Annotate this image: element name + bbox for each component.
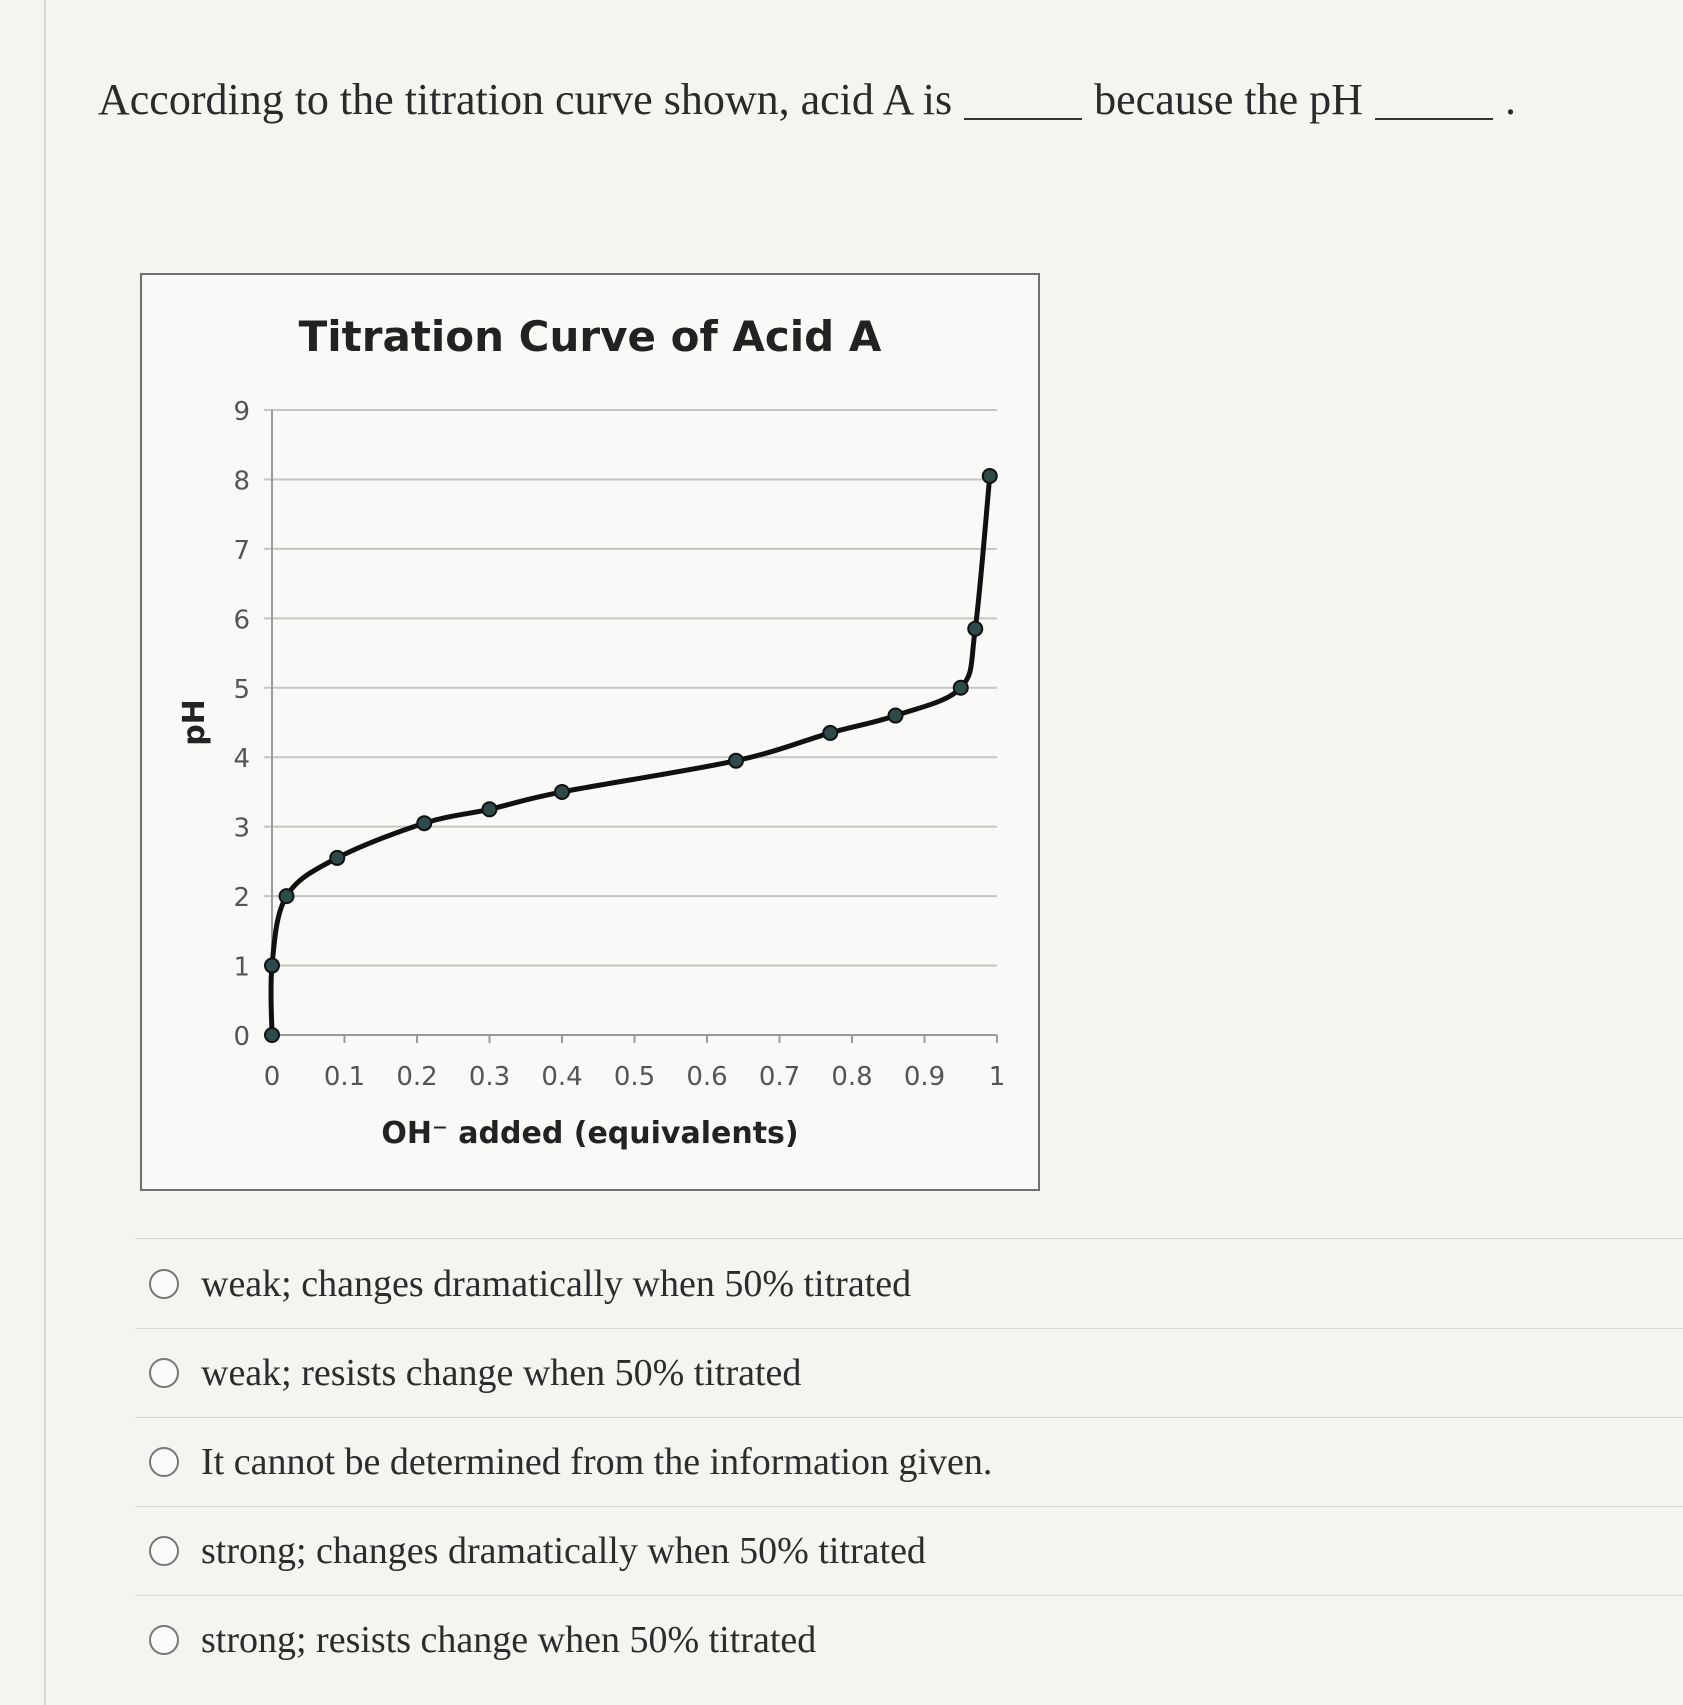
data-point [278,888,295,905]
radio-button[interactable] [149,1358,179,1388]
option-4[interactable]: strong; changes dramatically when 50% ti… [135,1507,1683,1596]
option-label: weak; changes dramatically when 50% titr… [201,1263,912,1305]
data-point [952,679,969,696]
data-point [728,752,744,769]
data-point [967,620,984,637]
option-1[interactable]: weak; changes dramatically when 50% titr… [135,1240,1683,1329]
data-point [329,849,346,866]
radio-button[interactable] [149,1269,179,1299]
y-tick-label: 0 [233,1022,250,1052]
options-divider [135,1238,1683,1239]
x-tick-label: 0.4 [541,1062,582,1092]
y-tick-label: 7 [233,536,250,566]
question-text: According to the titration curve shown, … [98,70,1516,130]
data-point [822,724,839,741]
data-point [416,815,433,832]
x-tick-label: 0.2 [396,1062,437,1092]
x-tick-label: 0.3 [469,1062,510,1092]
y-tick-label: 5 [233,675,250,705]
x-tick-label: 0 [264,1062,281,1092]
x-tick-label: 0.7 [759,1062,800,1092]
y-tick-label: 9 [233,397,250,427]
option-5[interactable]: strong; resists change when 50% titrated [135,1596,1683,1684]
data-point [554,783,570,800]
x-tick-label: 0.8 [831,1062,872,1092]
chart-canvas: Titration Curve of Acid A 0 1 2 3 4 5 6 7 8 9 0 0.1 0… [177,312,1006,1151]
data-point [481,801,498,818]
x-tick-label: 1 [989,1062,1006,1092]
option-label: strong; resists change when 50% titrated [201,1619,817,1661]
y-axis-label: pH [177,699,212,746]
x-tick-label: 0.5 [614,1062,655,1092]
y-tick-label: 8 [233,466,250,496]
radio-button[interactable] [149,1536,179,1566]
y-tick-label: 2 [233,883,250,913]
question-part1: According to the titration curve shown, … [98,75,953,124]
radio-button[interactable] [149,1625,179,1655]
titration-chart: Titration Curve of Acid A 0 1 2 3 4 5 6 7 8 9 0 0.1 0… [140,273,1040,1191]
answer-blank-2 [1374,116,1493,120]
x-tick-label: 0.9 [904,1062,945,1092]
series-line [268,475,993,1036]
question-end: . [1504,75,1516,124]
answer-options: weak; changes dramatically when 50% titr… [135,1240,1683,1684]
y-tick-label: 3 [233,814,250,844]
x-tick-label: 0.6 [686,1062,727,1092]
x-axis-label: OH⁻ added (equivalents) [381,1116,798,1151]
y-tick-label: 4 [233,744,250,774]
data-point [981,467,998,484]
y-tick-label: 6 [233,605,250,635]
option-label: weak; resists change when 50% titrated [201,1352,802,1394]
page-border [44,0,46,1705]
y-tick-label: 1 [233,953,250,983]
radio-button[interactable] [149,1447,179,1477]
x-tick-label: 0.1 [324,1062,365,1092]
chart-title: Titration Curve of Acid A [299,312,882,361]
option-label: It cannot be determined from the informa… [201,1441,993,1483]
data-point [887,707,904,724]
option-2[interactable]: weak; resists change when 50% titrated [135,1329,1683,1418]
answer-blank-1 [964,116,1083,120]
data-point [264,957,280,974]
question-part2: because the pH [1094,75,1363,124]
option-3[interactable]: It cannot be determined from the informa… [135,1418,1683,1507]
option-label: strong; changes dramatically when 50% ti… [201,1530,926,1572]
data-point [264,1027,280,1043]
